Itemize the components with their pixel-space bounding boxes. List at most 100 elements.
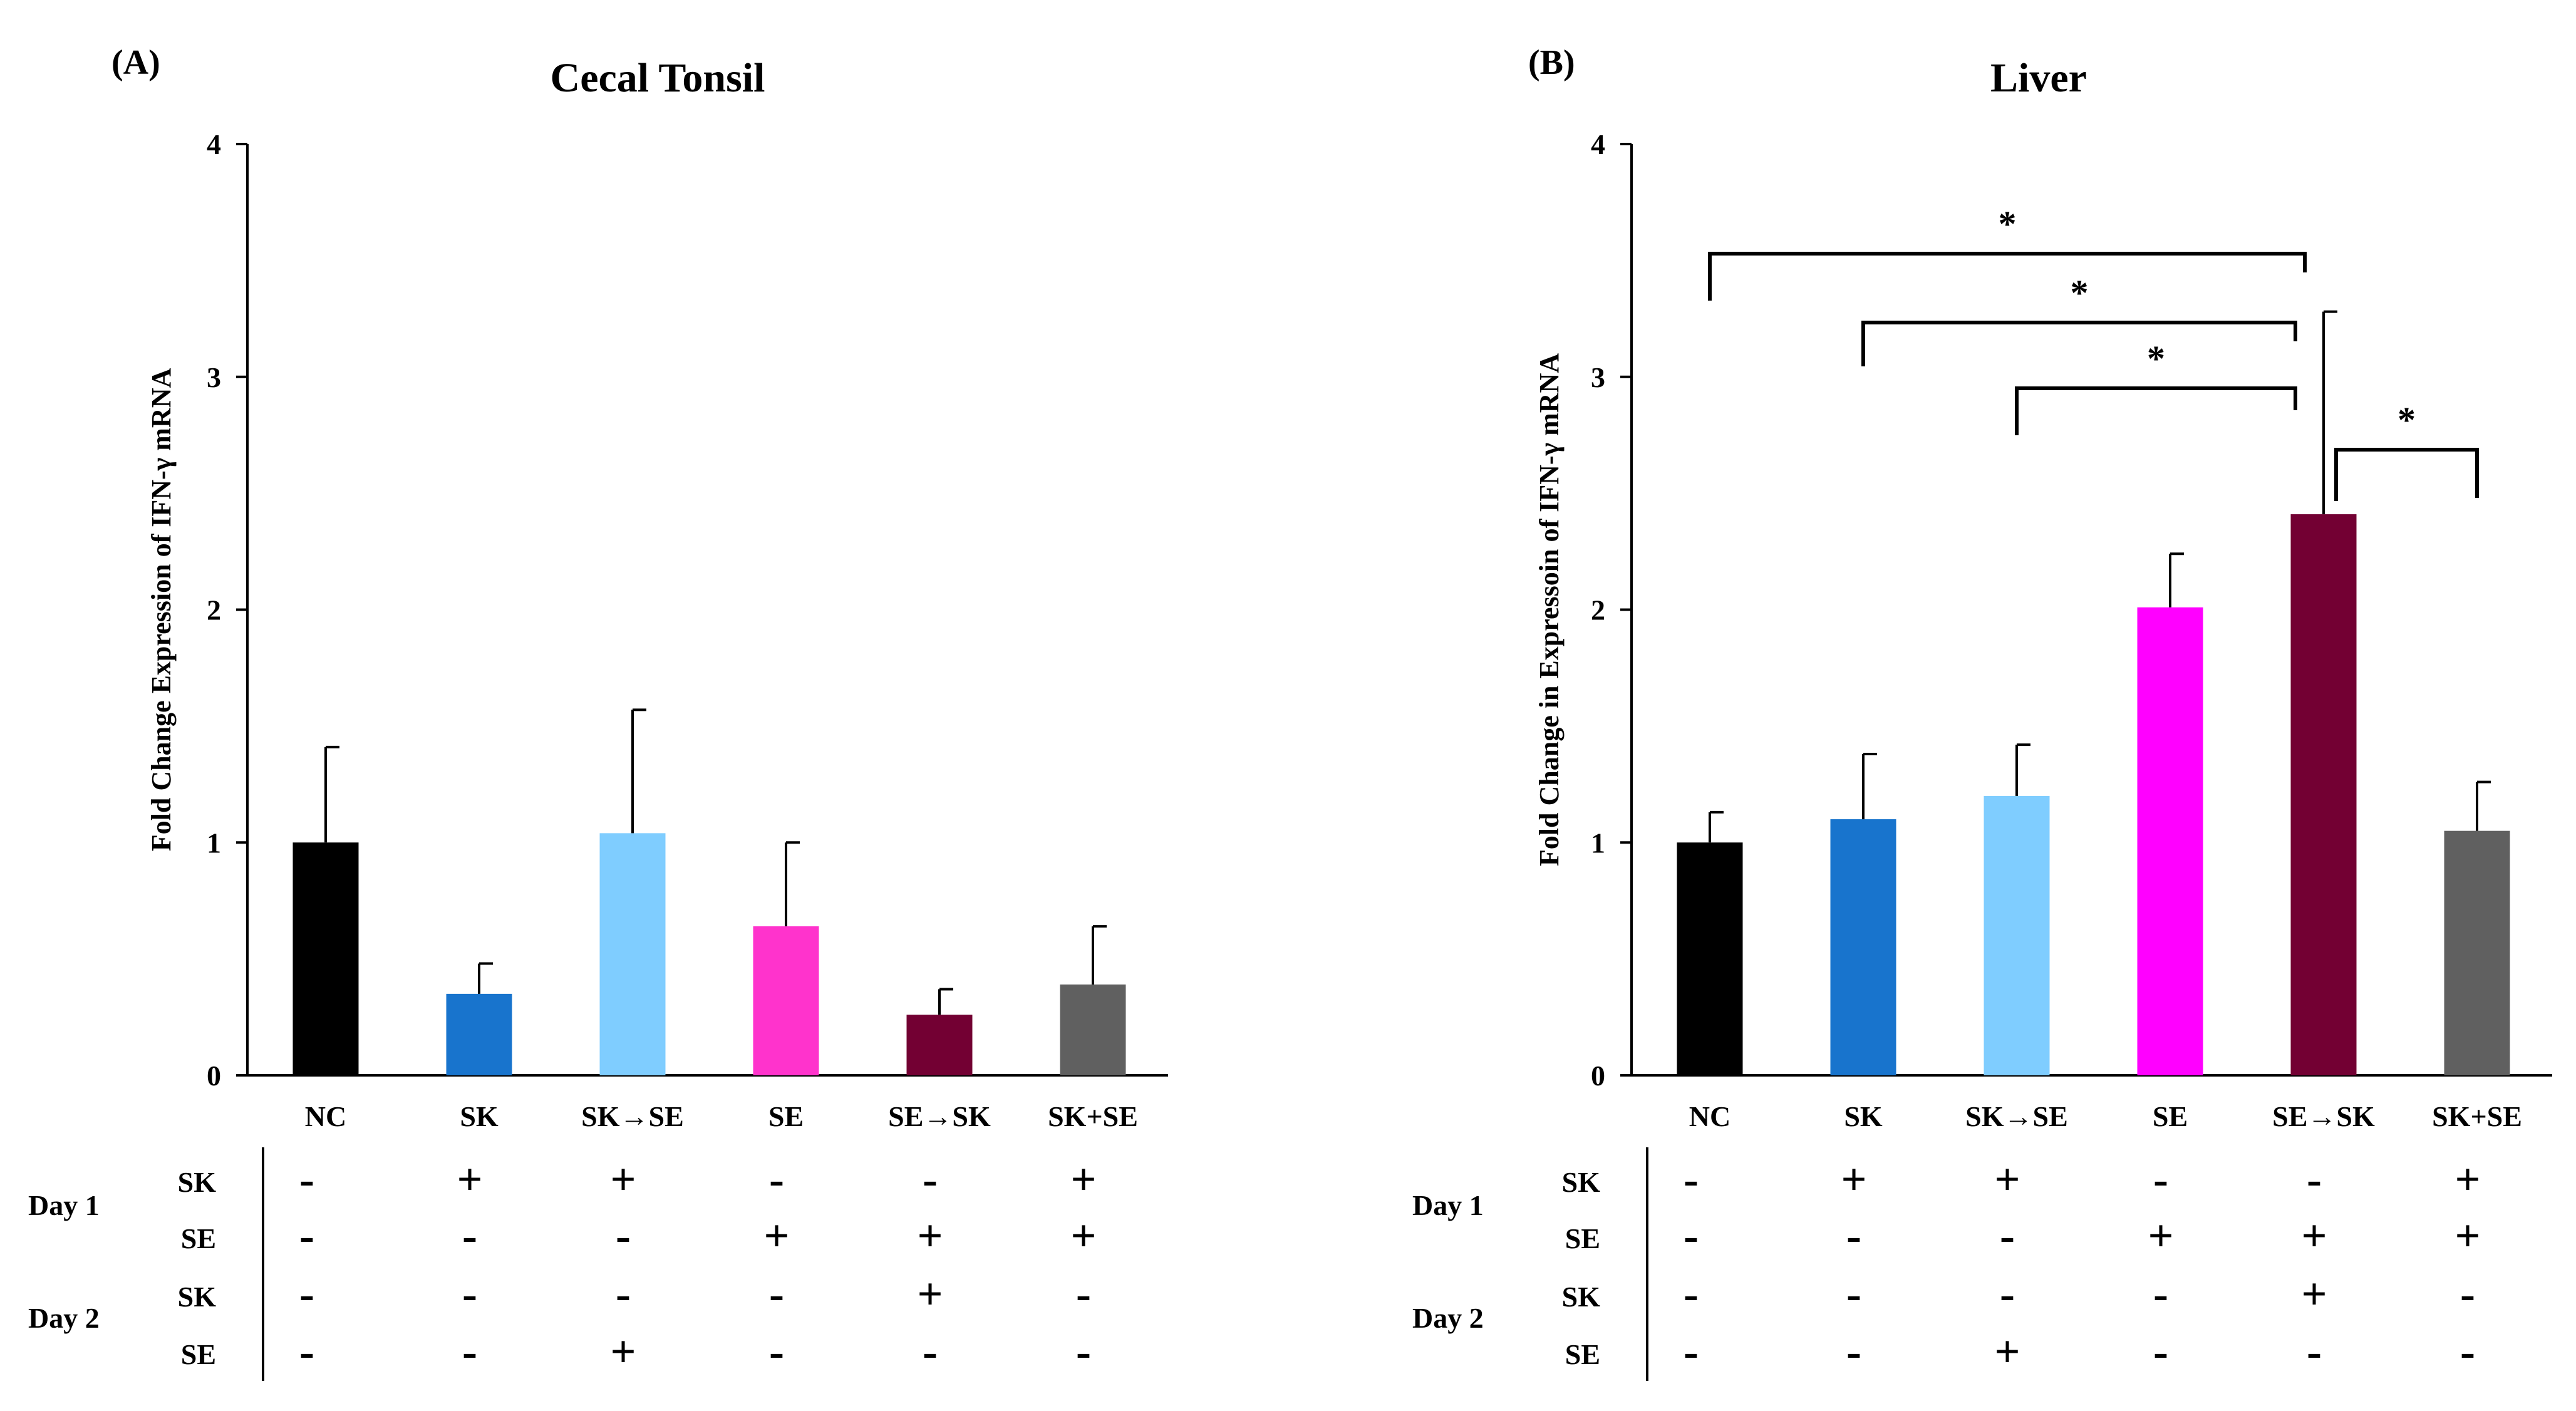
bar-1 xyxy=(1830,819,1896,1075)
agent-label: SE xyxy=(1565,1222,1600,1254)
bar-1 xyxy=(446,993,512,1075)
significance-bracket xyxy=(1708,252,2307,301)
treatment-sign: + xyxy=(610,1154,636,1204)
bar-3 xyxy=(2137,607,2203,1075)
panel-letter: (B) xyxy=(1528,43,1575,82)
treatment-sign: - xyxy=(769,1326,784,1377)
treatment-sign: - xyxy=(923,1326,938,1377)
treatment-sign: - xyxy=(1846,1211,1861,1261)
significance-star: * xyxy=(2398,400,2416,440)
treatment-sign: - xyxy=(2153,1326,2168,1377)
treatment-sign: + xyxy=(2454,1154,2480,1204)
treatment-sign: - xyxy=(1846,1269,1861,1319)
treatment-sign: + xyxy=(2301,1211,2327,1261)
agent-label: SK xyxy=(1562,1166,1601,1198)
treatment-table: Day 1 Day 2 SK - + + - - + SE - - - + + + SK - - - - + - SE - - + -… xyxy=(1412,1147,2481,1381)
treatment-sign: - xyxy=(616,1211,631,1261)
treatment-sign: + xyxy=(1070,1211,1096,1261)
treatment-sign: + xyxy=(2454,1211,2480,1261)
treatment-sign: - xyxy=(2460,1269,2475,1319)
bar-5 xyxy=(2444,830,2510,1075)
category-label: SK→SE xyxy=(1965,1100,2068,1132)
category-label: SK xyxy=(460,1100,499,1132)
treatment-sign: - xyxy=(1684,1326,1699,1377)
category-label: NC xyxy=(305,1100,346,1132)
treatment-table: Day 1 Day 2 SK - + + - - + SE - - - + + + SK - - - - + - SE - - + -… xyxy=(28,1147,1097,1381)
treatment-sign: - xyxy=(2000,1211,2015,1261)
treatment-sign: - xyxy=(769,1269,784,1319)
treatment-sign: + xyxy=(1841,1154,1866,1204)
treatment-sign: + xyxy=(763,1211,789,1261)
treatment-sign: + xyxy=(1994,1154,2020,1204)
treatment-sign: + xyxy=(917,1211,943,1261)
y-tick-label: 3 xyxy=(1591,361,1605,393)
treatment-sign: - xyxy=(1684,1211,1699,1261)
treatment-sign: - xyxy=(1684,1154,1699,1204)
treatment-sign: - xyxy=(2153,1269,2168,1319)
treatment-sign: - xyxy=(299,1326,314,1377)
treatment-sign: - xyxy=(462,1326,477,1377)
treatment-sign: - xyxy=(2307,1326,2322,1377)
agent-label: SK xyxy=(1562,1281,1601,1313)
treatment-sign: - xyxy=(1076,1326,1091,1377)
category-label: SE→SK xyxy=(888,1100,991,1132)
y-axis-label: Fold Change in Expressoin of IFN-γ mRNA xyxy=(1534,353,1565,866)
y-axis-label: Fold Change Expression of IFN-γ mRNA xyxy=(146,368,177,852)
y-tick-label: 2 xyxy=(1591,594,1605,626)
y-tick-label: 2 xyxy=(207,594,221,626)
treatment-sign: + xyxy=(2148,1211,2173,1261)
day-label: Day 1 xyxy=(28,1189,100,1221)
category-label: SK xyxy=(1844,1100,1883,1132)
category-label: SK→SE xyxy=(581,1100,684,1132)
bar-3 xyxy=(753,926,819,1075)
treatment-sign: + xyxy=(1070,1154,1096,1204)
significance-bracket xyxy=(2334,448,2479,501)
chart-title: Cecal Tonsil xyxy=(551,55,765,101)
day-label: Day 2 xyxy=(1412,1302,1484,1334)
treatment-sign: - xyxy=(299,1269,314,1319)
category-label: SE xyxy=(768,1100,804,1132)
y-tick-label: 3 xyxy=(207,361,221,393)
treatment-sign: + xyxy=(457,1154,482,1204)
treatment-sign: - xyxy=(462,1211,477,1261)
panel-b: (B) Liver Fold Change in Expressoin of IFN… xyxy=(1412,43,2552,1381)
panel-a: (A) Cecal Tonsil Fold Change Expression of… xyxy=(28,43,1168,1381)
treatment-sign: - xyxy=(462,1269,477,1319)
treatment-sign: - xyxy=(1846,1326,1861,1377)
y-tick-label: 4 xyxy=(207,128,221,160)
treatment-sign: - xyxy=(2153,1154,2168,1204)
agent-label: SE xyxy=(181,1338,216,1370)
chart-title: Liver xyxy=(1990,55,2087,101)
day-label: Day 1 xyxy=(1412,1189,1484,1221)
category-label: SK+SE xyxy=(2432,1100,2522,1132)
bar-5 xyxy=(1060,985,1126,1075)
category-label: SE→SK xyxy=(2272,1100,2375,1132)
bar-0 xyxy=(292,842,359,1075)
significance-bracket xyxy=(2015,386,2297,435)
day-label: Day 2 xyxy=(28,1302,100,1334)
treatment-sign: - xyxy=(1684,1269,1699,1319)
category-label: SK+SE xyxy=(1048,1100,1138,1132)
y-tick-label: 4 xyxy=(1591,128,1605,160)
agent-label: SE xyxy=(1565,1338,1600,1370)
treatment-sign: - xyxy=(1076,1269,1091,1319)
bar-4 xyxy=(906,1015,973,1075)
treatment-sign: - xyxy=(2000,1269,2015,1319)
bar-4 xyxy=(2290,514,2357,1075)
treatment-sign: + xyxy=(1994,1326,2020,1377)
bar-0 xyxy=(1677,842,1743,1075)
agent-label: SE xyxy=(181,1222,216,1254)
treatment-sign: - xyxy=(769,1154,784,1204)
y-tick-label: 1 xyxy=(1591,827,1605,859)
treatment-sign: - xyxy=(299,1211,314,1261)
significance-star: * xyxy=(1999,204,2017,244)
y-tick-label: 0 xyxy=(207,1060,221,1092)
agent-label: SK xyxy=(178,1281,217,1313)
significance-bracket xyxy=(1861,321,2297,366)
treatment-sign: + xyxy=(2301,1269,2327,1319)
treatment-sign: - xyxy=(299,1154,314,1204)
y-tick-label: 0 xyxy=(1591,1060,1605,1092)
y-tick-label: 1 xyxy=(207,827,221,859)
bar-2 xyxy=(599,833,666,1075)
